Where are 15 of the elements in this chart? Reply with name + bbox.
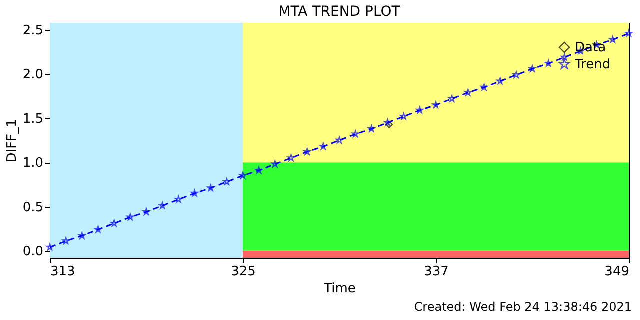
y-tick-label: 0.5: [22, 200, 44, 216]
y-tick-label: 0.0: [22, 244, 44, 260]
y-tick-label: 1.0: [22, 156, 44, 172]
y-tick-label: 2.5: [22, 24, 44, 39]
y-tick-label: 1.5: [22, 112, 44, 127]
y-axis-title: DIFF_1: [4, 119, 20, 163]
text: Created: Wed Feb 24 13:38:46 2021: [414, 300, 632, 314]
x-tick-label: 325: [231, 264, 256, 280]
x-tick-label: 349: [604, 264, 630, 280]
legend-label: Trend: [574, 58, 611, 72]
y-tick-label: 2.0: [22, 68, 44, 83]
chart-title: MTA TREND PLOT: [278, 4, 401, 20]
x-axis-title: Time: [323, 282, 356, 296]
x-tick-label: 313: [50, 264, 76, 280]
x-tick-label: 337: [424, 264, 449, 280]
